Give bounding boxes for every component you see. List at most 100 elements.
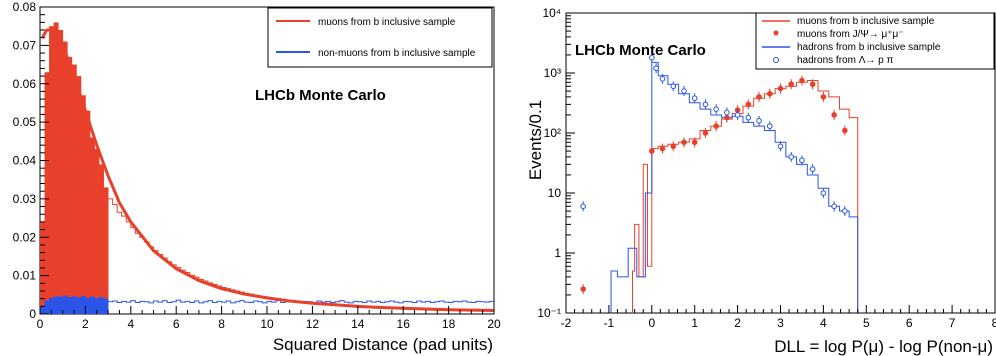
left-x-tick-label-1: 2 — [82, 317, 89, 331]
right-x-tick-label-7: 5 — [863, 316, 870, 330]
right-marker-1-5 — [691, 139, 698, 146]
right-marker-3-9 — [724, 109, 730, 116]
left-bar-0-9 — [80, 95, 86, 314]
left-bar-0-8 — [76, 76, 82, 314]
left-fit-curve — [40, 28, 495, 313]
left-x-tick-label-10: 20 — [487, 317, 501, 331]
right-legend-label-hadrons-lambda: hadrons from Λ→ p π — [797, 55, 893, 66]
right-marker-3-14 — [777, 143, 784, 150]
left-y-tick-label-8: 0.08 — [13, 0, 37, 14]
left-x-tick-label-2: 4 — [127, 317, 134, 331]
left-legend-label-muons: muons from b inclusive sample — [318, 17, 456, 28]
left-bar-1-0 — [40, 306, 45, 314]
left-bar-0-13 — [99, 164, 104, 314]
right-x-axis-label: DLL = log P(μ) - log P(non-μ) — [774, 337, 993, 356]
right-x-tick-label-3: 1 — [691, 316, 698, 330]
right-x-tick-label-8: 6 — [906, 316, 913, 330]
left-x-tick-label-5: 10 — [260, 317, 274, 331]
right-marker-3-0 — [580, 203, 586, 210]
right-x-tick-label-10: 8 — [992, 316, 996, 330]
right-marker-1-3 — [670, 143, 677, 150]
left-bar-0-6 — [67, 56, 73, 314]
left-bar-0-14 — [103, 187, 109, 314]
right-marker-1-7 — [713, 123, 719, 129]
right-marker-3-19 — [831, 203, 837, 210]
right-marker-3-11 — [745, 114, 752, 121]
right-marker-3-8 — [713, 106, 719, 112]
right-marker-1-4 — [681, 139, 687, 146]
right-y-tick-label-4: 10³ — [544, 66, 561, 80]
left-y-tick-label-7: 0.07 — [13, 38, 37, 52]
right-legend-swatch-hadrons-lambda — [773, 57, 779, 63]
right-marker-3-3 — [659, 76, 666, 82]
right-marker-1-11 — [756, 94, 762, 100]
left-bar-1-14 — [103, 298, 109, 314]
left-bar-0-10 — [85, 110, 91, 314]
right-marker-3-13 — [766, 123, 773, 129]
right-marker-3-20 — [842, 208, 848, 214]
right-marker-1-6 — [702, 130, 709, 136]
left-y-tick-label-0: 0 — [29, 307, 36, 321]
left-bar-1-6 — [67, 297, 73, 314]
right-marker-3-6 — [691, 95, 698, 102]
left-bar-1-2 — [49, 297, 55, 314]
right-marker-3-16 — [799, 157, 805, 164]
left-x-tick-label-7: 14 — [351, 317, 365, 331]
left-x-tick-label-9: 18 — [442, 317, 456, 331]
right-marker-3-15 — [788, 154, 795, 160]
left-bar-1-7 — [71, 296, 77, 314]
right-marker-3-4 — [670, 83, 677, 90]
left-bar-1-1 — [44, 300, 50, 314]
left-bar-1-11 — [89, 296, 95, 314]
right-marker-1-0 — [580, 286, 586, 292]
left-y-tick-label-3: 0.03 — [13, 192, 37, 206]
left-x-tick-label-8: 16 — [397, 317, 411, 331]
right-legend-box — [755, 12, 995, 70]
right-axes: -2 -1 0 1 2 3 4 5 6 7 8 10⁻¹ 1 10 10² 10³ 10⁴ — [537, 6, 996, 330]
left-x-axis-label: Squared Distance (pad units) — [273, 335, 493, 354]
right-x-tick-label-2: 0 — [648, 316, 655, 330]
left-y-tick-label-6: 0.06 — [13, 77, 37, 91]
right-markers — [580, 52, 848, 295]
left-watermark: LHCb Monte Carlo — [255, 87, 386, 104]
right-marker-1-19 — [842, 127, 848, 134]
right-marker-1-1 — [649, 148, 655, 154]
left-axes: 0 2 4 6 8 10 12 14 16 18 20 0 0.01 0.02 0.03 0.04 0.05 0.… — [13, 0, 501, 331]
left-bar-0-12 — [94, 148, 100, 314]
right-y-axis-label: Events/0.1 — [526, 100, 545, 180]
right-marker-3-12 — [756, 117, 762, 124]
left-bar-1-12 — [94, 298, 100, 314]
right-y-tick-label-5: 10⁴ — [542, 6, 561, 20]
left-bar-1-9 — [80, 295, 86, 314]
right-legend-label-muons-b: muons from b inclusive sample — [797, 16, 935, 27]
left-bar-0-4 — [58, 30, 64, 315]
left-bar-0-5 — [62, 41, 68, 314]
right-marker-1-12 — [766, 91, 773, 97]
right-marker-1-18 — [831, 112, 837, 118]
left-legend-box — [267, 7, 493, 68]
right-y-tick-label-0: 10⁻¹ — [537, 306, 561, 320]
left-bar-0-3 — [53, 22, 59, 314]
right-marker-3-2 — [653, 65, 659, 72]
left-y-tick-label-5: 0.05 — [13, 115, 37, 129]
left-bar-0-2 — [49, 26, 55, 314]
left-bar-1-3 — [53, 296, 59, 314]
left-legend-label-nonmuons: non-muons from b inclusive sample — [318, 48, 476, 59]
right-y-tick-label-1: 1 — [554, 246, 561, 260]
left-y-tick-label-1: 0.01 — [13, 269, 37, 283]
left-y-tick-label-4: 0.04 — [13, 154, 37, 168]
left-legend: muons from b inclusive sample non-muons … — [267, 7, 493, 68]
left-x-tick-label-0: 0 — [37, 317, 44, 331]
right-x-tick-label-9: 7 — [949, 316, 956, 330]
right-legend: muons from b inclusive sample muons from… — [755, 12, 995, 70]
left-y-tick-label-2: 0.02 — [13, 230, 37, 244]
left-bar-1-5 — [62, 295, 68, 314]
right-marker-3-17 — [809, 166, 816, 172]
right-marker-1-16 — [809, 81, 816, 88]
right-chart: -2 -1 0 1 2 3 4 5 6 7 8 10⁻¹ 1 10 10² 10³ 10⁴ LHCb Monte… — [526, 6, 996, 356]
right-marker-1-10 — [745, 101, 752, 108]
right-legend-label-muons-jpsi: muons from J/Ψ→ μ⁺μ⁻ — [797, 29, 904, 40]
left-chart: 0 2 4 6 8 10 12 14 16 18 20 0 0.01 0.02 0.03 0.04 0.05 0.… — [13, 0, 501, 354]
right-marker-1-13 — [777, 85, 784, 92]
